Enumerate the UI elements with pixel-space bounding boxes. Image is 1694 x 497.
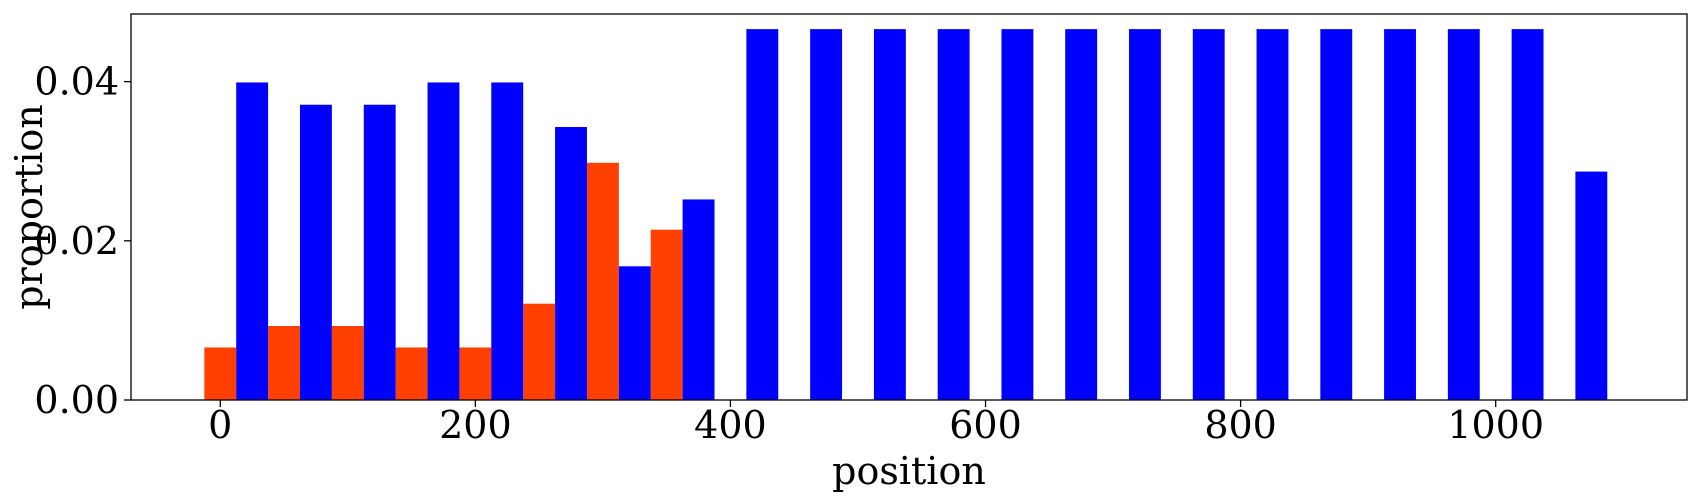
- bars-group: [204, 29, 1608, 401]
- x-tick-label: 0: [208, 403, 232, 447]
- y-tick-label: 0.04: [34, 60, 119, 104]
- bar-series2-7: [682, 199, 715, 400]
- bar-series2-1: [299, 104, 332, 401]
- bar-series1-5: [523, 303, 556, 400]
- bar-series2-18: [1384, 29, 1416, 401]
- bar-series2-14: [1129, 29, 1161, 401]
- x-axis-label: position: [832, 449, 986, 493]
- bar-series2-4: [491, 82, 524, 400]
- x-tick-label: 400: [694, 403, 767, 447]
- bar-series2-20: [1511, 29, 1544, 401]
- bar-series2-10: [873, 29, 906, 401]
- bar-series2-11: [937, 29, 970, 401]
- y-tick-label: 0.00: [34, 378, 119, 422]
- bar-series1-0: [204, 347, 237, 400]
- bar-series2-2: [363, 104, 396, 401]
- y-axis-label: proportion: [7, 104, 51, 310]
- bar-series2-16: [1256, 29, 1289, 401]
- bar-series2-15: [1192, 29, 1225, 401]
- bar-series1-7: [650, 229, 683, 400]
- x-tick-label: 800: [1204, 403, 1277, 447]
- bar-series2-12: [1001, 29, 1034, 401]
- x-tick-label: 600: [949, 403, 1022, 447]
- x-tick-label: 1000: [1447, 403, 1544, 447]
- bar-series1-2: [331, 325, 364, 400]
- bar-series2-5: [555, 127, 587, 400]
- bar-series2-19: [1447, 29, 1480, 401]
- y-ticks-group: 0.00 0.02 0.04: [34, 60, 131, 422]
- bar-series2-17: [1320, 29, 1353, 401]
- x-tick-label: 200: [439, 403, 512, 447]
- bar-series2-0: [236, 82, 269, 400]
- bar-series2-13: [1065, 29, 1098, 401]
- x-ticks-group: 0 200 400 600 800 1000: [208, 400, 1544, 447]
- bar-series1-4: [459, 347, 492, 400]
- bar-series2-21: [1575, 171, 1608, 400]
- plot-frame: [130, 13, 1688, 401]
- bar-series1-3: [395, 347, 428, 400]
- bar-series2-9: [810, 29, 843, 401]
- bar-series1-1: [268, 325, 300, 400]
- bar-series2-3: [427, 82, 460, 400]
- y-tick-label: 0.02: [34, 219, 119, 263]
- bar-series2-6: [618, 266, 651, 400]
- bar-series2-8: [746, 29, 779, 401]
- bar-series1-6: [586, 162, 619, 400]
